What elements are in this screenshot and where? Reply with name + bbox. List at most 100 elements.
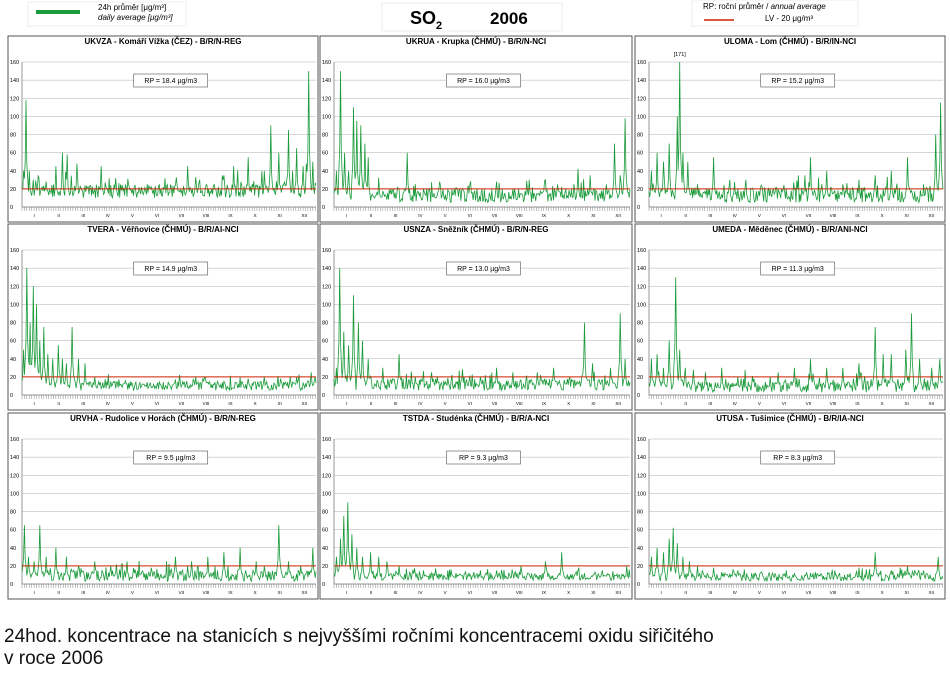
x-tick-label: IX [228, 590, 232, 595]
rp-label: RP = 15.2 µg/m3 [771, 78, 824, 85]
x-tick-label: II [370, 213, 373, 218]
title-year: 2006 [490, 9, 528, 28]
x-tick-label: I [346, 401, 347, 406]
rp-box [133, 450, 209, 465]
x-tick-label: V [758, 590, 761, 595]
y-tick-label: 0 [322, 205, 325, 211]
rp-box [760, 450, 836, 465]
y-tick-label: 140 [322, 78, 331, 84]
x-tick-label: VII [179, 401, 185, 406]
x-tick-label: I [346, 590, 347, 595]
y-tick-label: 100 [637, 302, 646, 308]
x-tick-label: XI [905, 590, 909, 595]
y-tick-label: 160 [322, 60, 331, 66]
x-day-ticks [648, 207, 943, 211]
x-tick-label: IX [542, 213, 546, 218]
y-tick-label: 0 [322, 393, 325, 399]
y-tick-label: 40 [10, 169, 16, 175]
y-tick-label: 0 [637, 205, 640, 211]
series-line-daily-average [648, 61, 944, 204]
caption-line-2: v roce 2006 [4, 648, 104, 669]
y-tick-label: 0 [10, 582, 13, 588]
rp-label: RP = 11.3 µg/m3 [772, 266, 824, 273]
x-tick-label: IX [855, 213, 859, 218]
x-tick-label: IX [542, 401, 546, 406]
x-day-ticks [21, 395, 316, 399]
x-tick-label: VIII [830, 213, 837, 218]
rp-box [760, 261, 836, 276]
y-tick-label: 140 [322, 455, 331, 461]
x-tick-label: VI [468, 213, 472, 218]
y-tick-label: 140 [637, 266, 646, 272]
y-tick-label: 60 [10, 339, 16, 345]
x-day-ticks [333, 207, 630, 211]
x-tick-label: XI [278, 401, 282, 406]
chart-panel-3: ULOMA - Lom (ČHMÚ) - B/R/IN-NCI 0 20 40 60 80… [634, 35, 946, 223]
chart-title: TVERA - Věřňovice (ČHMÚ) - B/R/AI-NCI [87, 225, 238, 234]
x-tick-label: IV [106, 590, 110, 595]
rp-label: RP = 8.3 µg/m3 [773, 455, 822, 462]
y-tick-label: 60 [322, 339, 328, 345]
y-tick-label: 0 [637, 582, 640, 588]
y-tick-label: 80 [322, 321, 328, 327]
x-tick-label: III [708, 590, 712, 595]
y-tick-label: 0 [10, 205, 13, 211]
y-tick-label: 140 [322, 266, 331, 272]
chart-panel-5: USNZA - Sněžník (ČHMÚ) - B/R/N-REG 0 20 40 6… [319, 223, 633, 411]
y-tick-label: 20 [10, 564, 16, 570]
x-tick-label: II [57, 213, 60, 218]
chart-title: TSTDA - Studénka (ČHMÚ) - B/R/A-NCI [403, 414, 549, 423]
x-tick-label: III [394, 401, 398, 406]
y-tick-label: 160 [10, 60, 19, 66]
y-tick-label: 40 [10, 546, 16, 552]
x-tick-label: V [444, 590, 447, 595]
chart-title: USNZA - Sněžník (ČHMÚ) - B/R/N-REG [403, 225, 548, 234]
x-tick-label: IX [542, 590, 546, 595]
x-tick-label: V [444, 401, 447, 406]
y-tick-label: 40 [10, 357, 16, 363]
y-tick-label: 160 [10, 248, 19, 254]
chart-title: ULOMA - Lom (ČHMÚ) - B/R/IN-NCI [724, 37, 856, 46]
x-tick-label: IV [733, 401, 737, 406]
x-tick-label: IX [855, 590, 859, 595]
x-tick-label: XII [301, 590, 307, 595]
y-tick-label: 80 [637, 133, 643, 139]
y-tick-label: 0 [637, 393, 640, 399]
series-line-daily-average [648, 527, 944, 583]
x-tick-label: V [131, 213, 134, 218]
x-tick-label: III [394, 213, 398, 218]
x-tick-label: XII [615, 213, 621, 218]
x-tick-label: IV [418, 213, 422, 218]
y-tick-label: 160 [10, 437, 19, 443]
y-tick-label: 120 [322, 473, 331, 479]
x-tick-label: VII [806, 213, 812, 218]
y-tick-label: 40 [637, 169, 643, 175]
x-day-ticks [333, 395, 630, 399]
x-tick-label: VIII [830, 590, 837, 595]
y-tick-label: 120 [637, 284, 646, 290]
x-tick-label: VIII [516, 590, 523, 595]
x-tick-label: VIII [516, 401, 523, 406]
x-tick-label: X [254, 590, 257, 595]
x-tick-label: XII [928, 213, 934, 218]
y-tick-label: 80 [637, 321, 643, 327]
legend-rp-label: RP: roční průměr / annual average [703, 2, 826, 11]
y-tick-label: 140 [10, 266, 19, 272]
y-tick-label: 40 [322, 546, 328, 552]
chart-title: UTUSA - Tušimice (ČHMÚ) - B/R/IA-NCI [716, 414, 864, 423]
y-tick-label: 100 [322, 491, 331, 497]
legend-lv-label: LV - 20 μg/m³ [765, 14, 813, 23]
rp-label: RP = 18.4 µg/m3 [144, 78, 197, 85]
x-tick-label: XI [591, 590, 595, 595]
x-tick-label: III [81, 401, 85, 406]
y-tick-label: 160 [637, 437, 646, 443]
y-tick-label: 120 [10, 96, 19, 102]
y-tick-label: 140 [10, 78, 19, 84]
x-tick-label: X [254, 213, 257, 218]
x-tick-label: XI [591, 401, 595, 406]
x-tick-label: VI [155, 590, 159, 595]
x-tick-label: VII [492, 590, 498, 595]
x-tick-label: IV [733, 590, 737, 595]
y-tick-label: 120 [10, 284, 19, 290]
chart-panel-9: UTUSA - Tušimice (ČHMÚ) - B/R/IA-NCI 0 20 4… [634, 412, 946, 600]
